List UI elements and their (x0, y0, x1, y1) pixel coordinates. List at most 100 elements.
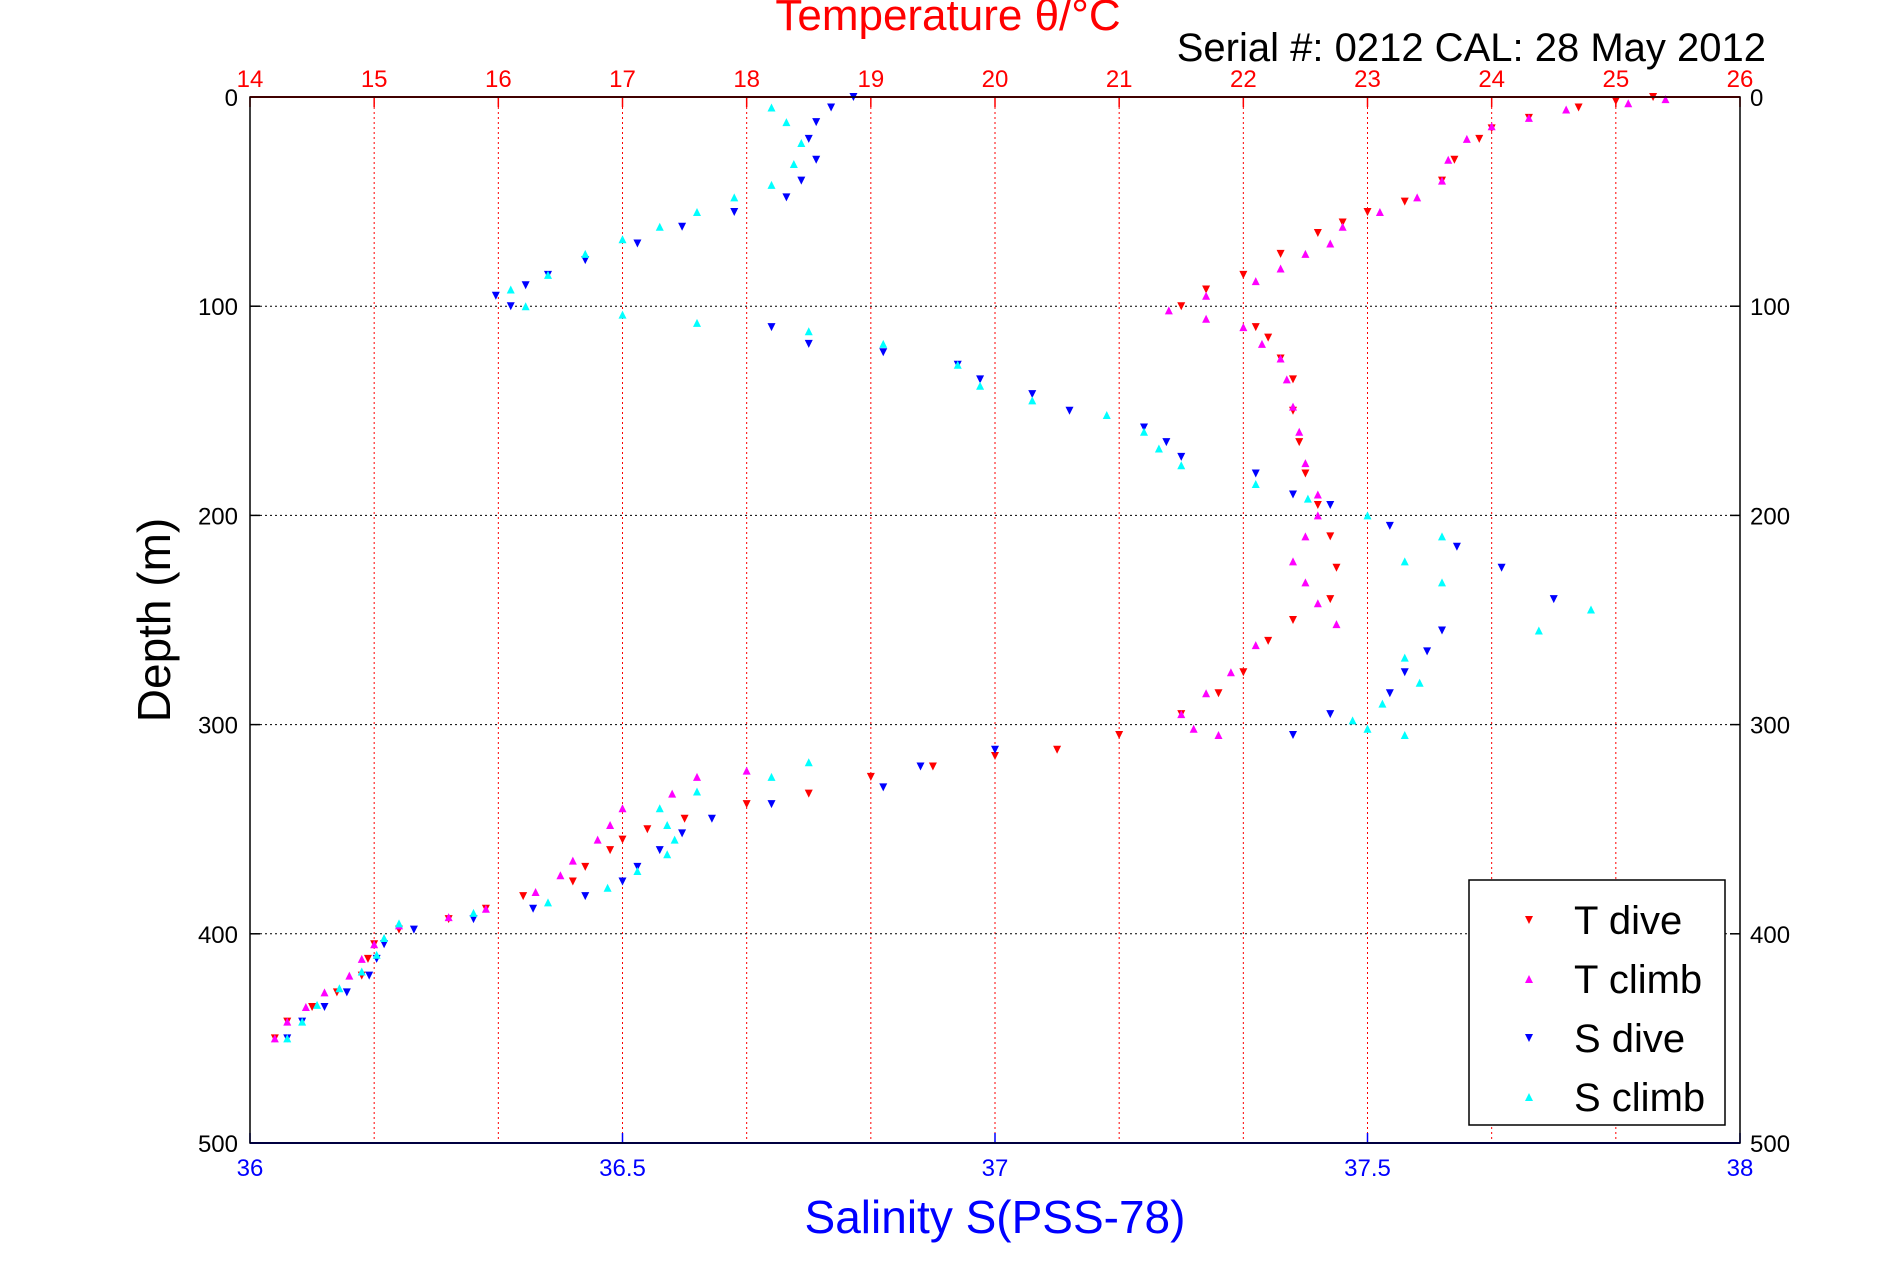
data-point (283, 1017, 292, 1026)
data-point (491, 291, 500, 300)
data-point (593, 835, 602, 844)
data-point (655, 804, 664, 813)
data-point (618, 835, 627, 844)
data-point (1202, 314, 1211, 323)
data-point (1562, 105, 1571, 114)
data-point (363, 954, 372, 963)
data-point (335, 984, 344, 993)
legend-box (1468, 879, 1726, 1126)
data-point (380, 933, 389, 942)
temperature-tick-label: 17 (609, 66, 636, 93)
data-point (1251, 469, 1260, 478)
data-point (730, 208, 739, 217)
data-point (782, 118, 791, 127)
data-point (1295, 438, 1304, 447)
data-point (827, 103, 836, 112)
data-point (581, 249, 590, 258)
data-point (1326, 710, 1335, 719)
data-point (693, 772, 701, 781)
temperature-tick-label: 24 (1478, 66, 1505, 93)
salinity-tick-label: 37.5 (1344, 1155, 1391, 1182)
data-point (767, 800, 776, 809)
data-point (655, 222, 664, 231)
data-point (643, 825, 652, 834)
data-point (1332, 620, 1341, 629)
data-point (1177, 302, 1186, 311)
data-point (568, 856, 577, 865)
data-point (1332, 563, 1341, 572)
data-point (1326, 500, 1335, 509)
depth-tick-label-right: 0 (1750, 85, 1763, 112)
data-point (1363, 511, 1372, 520)
temperature-tick-label: 14 (237, 66, 264, 93)
data-point (742, 766, 751, 775)
data-point (1214, 731, 1223, 740)
data-point (1177, 461, 1186, 470)
data-point (1264, 333, 1273, 342)
data-point (1276, 264, 1285, 273)
legend-label: S climb (1574, 1076, 1705, 1120)
data-point (663, 821, 672, 830)
data-point (633, 239, 642, 248)
legend-label: T climb (1574, 958, 1702, 1002)
depth-tick-label-right: 200 (1750, 503, 1790, 530)
data-point (618, 804, 627, 813)
data-point (804, 327, 813, 336)
data-point (1289, 402, 1297, 411)
depth-tick-label-left: 300 (198, 713, 238, 740)
data-point (1313, 511, 1322, 520)
data-point (1264, 636, 1273, 645)
data-point (1338, 218, 1347, 227)
data-point (1423, 647, 1432, 656)
data-point (1289, 557, 1297, 566)
data-point (618, 877, 627, 886)
data-point (1226, 668, 1235, 677)
data-point (1587, 605, 1595, 614)
data-point (976, 381, 985, 390)
data-point (1140, 423, 1148, 432)
data-point (1053, 745, 1062, 754)
data-point (506, 285, 515, 294)
data-point (991, 745, 999, 754)
data-point (767, 103, 776, 112)
data-point (730, 193, 739, 202)
data-point (1385, 521, 1394, 530)
data-point (693, 208, 701, 217)
data-point (320, 988, 329, 997)
data-point (1574, 103, 1583, 112)
data-point (1251, 480, 1260, 489)
data-point (1295, 427, 1304, 436)
temperature-tick-label: 21 (1106, 66, 1133, 93)
legend-marker (1525, 975, 1533, 983)
data-point (1338, 222, 1347, 231)
data-point (581, 862, 590, 871)
data-point (767, 772, 776, 781)
data-point (1276, 249, 1285, 258)
plot-frame (249, 96, 1741, 1144)
data-point (1400, 731, 1409, 740)
data-point (1313, 500, 1322, 509)
data-point (1301, 469, 1310, 478)
depth-tick-label-left: 100 (198, 294, 238, 321)
data-point (1661, 95, 1670, 104)
data-point (380, 940, 389, 949)
data-point (707, 814, 716, 823)
data-point (1497, 563, 1506, 572)
legend-marker (1525, 1093, 1533, 1101)
data-point (521, 281, 530, 290)
data-point (1140, 427, 1148, 436)
data-point (804, 339, 813, 348)
data-point (529, 904, 538, 913)
data-point (670, 835, 679, 844)
temperature-tick-label: 26 (1727, 66, 1754, 93)
data-point (663, 850, 672, 859)
series-s-dive (283, 93, 1558, 1043)
data-point (655, 846, 664, 855)
data-point (1251, 323, 1260, 332)
data-point (372, 950, 381, 959)
data-point (1251, 277, 1260, 286)
data-point (1363, 724, 1372, 733)
data-point (1289, 375, 1297, 384)
data-point (556, 871, 565, 880)
salinity-tick-label: 36.5 (599, 1155, 646, 1182)
